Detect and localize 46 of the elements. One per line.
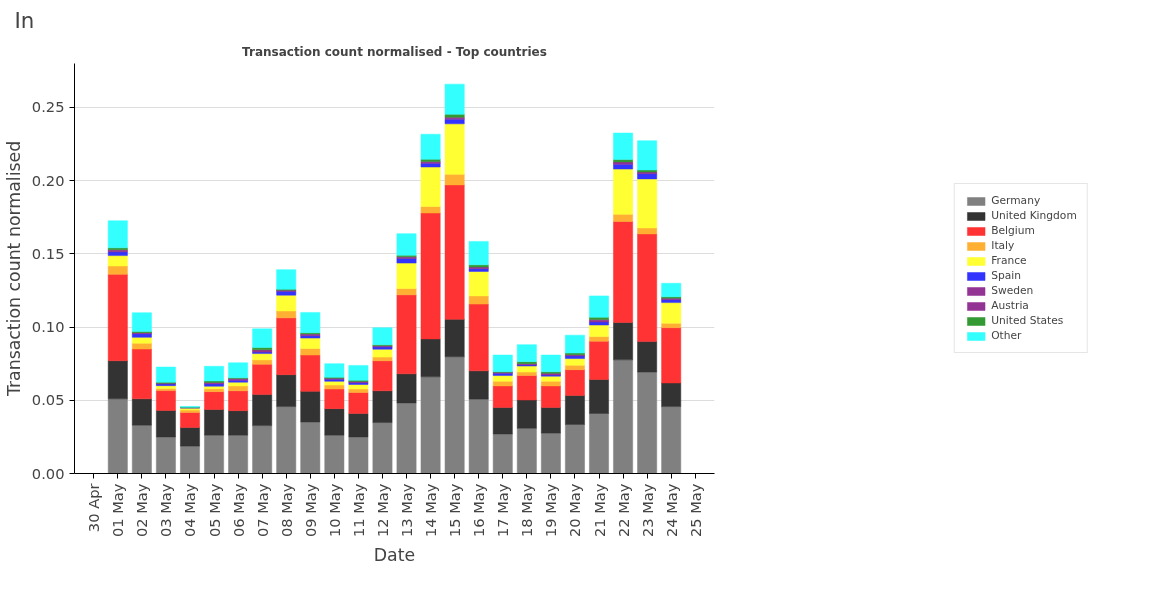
x-tick-label: 25 May bbox=[686, 483, 704, 538]
y-tick-label: 0.15 bbox=[31, 244, 65, 262]
legend-label: Italy bbox=[991, 239, 1015, 252]
legend-label: Other bbox=[991, 329, 1022, 342]
x-tick-label: 20 May bbox=[566, 483, 584, 538]
legend-label: Sweden bbox=[991, 284, 1034, 297]
x-tick-label: 07 May bbox=[253, 483, 271, 538]
x-tick-label: 21 May bbox=[590, 483, 608, 538]
x-tick-label: 18 May bbox=[518, 483, 536, 538]
x-tick-label: 22 May bbox=[614, 483, 632, 538]
x-tick-label: 10 May bbox=[325, 483, 343, 538]
y-tick-label: 0.00 bbox=[31, 464, 65, 482]
x-tick-label: 04 May bbox=[181, 483, 199, 538]
x-tick-label: 05 May bbox=[205, 483, 223, 538]
y-tick-label: 0.05 bbox=[31, 391, 65, 409]
y-axis-title: Transaction count normalised bbox=[3, 140, 24, 398]
legend-label: Belgium bbox=[991, 224, 1035, 237]
x-axis-title: Date bbox=[373, 545, 416, 566]
legend-label: United Kingdom bbox=[991, 209, 1077, 222]
legend-label: United States bbox=[991, 314, 1064, 327]
x-tick-label: 13 May bbox=[398, 483, 416, 538]
text: In bbox=[14, 7, 35, 33]
x-tick-label: 08 May bbox=[277, 483, 295, 538]
legend-label: Spain bbox=[991, 269, 1022, 282]
x-tick-label: 24 May bbox=[662, 483, 680, 538]
chart-title: Transaction count normalised - Top countries bbox=[242, 44, 547, 59]
x-tick-label: 23 May bbox=[638, 483, 656, 538]
y-tick-label: 0.25 bbox=[31, 98, 65, 116]
y-tick-label: 0.10 bbox=[31, 318, 65, 336]
x-tick-label: 02 May bbox=[133, 483, 151, 538]
x-tick-label: 19 May bbox=[542, 483, 560, 538]
x-tick-label: 14 May bbox=[422, 483, 440, 538]
y-tick-label: 0.20 bbox=[31, 171, 65, 189]
x-tick-label: 06 May bbox=[229, 483, 247, 538]
x-tick-label: 16 May bbox=[470, 483, 488, 538]
legend-label: France bbox=[991, 254, 1027, 267]
x-tick-label: 15 May bbox=[446, 483, 464, 538]
x-tick-label: 12 May bbox=[373, 483, 391, 538]
x-tick-label: 17 May bbox=[494, 483, 512, 538]
legend-label: Germany bbox=[991, 194, 1041, 207]
x-tick-label: 11 May bbox=[349, 483, 367, 538]
legend-label: Austria bbox=[991, 299, 1029, 312]
x-tick-label: 03 May bbox=[157, 483, 175, 538]
x-tick-label: 01 May bbox=[109, 483, 127, 538]
x-tick-label: 09 May bbox=[301, 483, 319, 538]
x-tick-label: 30 Apr bbox=[85, 482, 103, 533]
